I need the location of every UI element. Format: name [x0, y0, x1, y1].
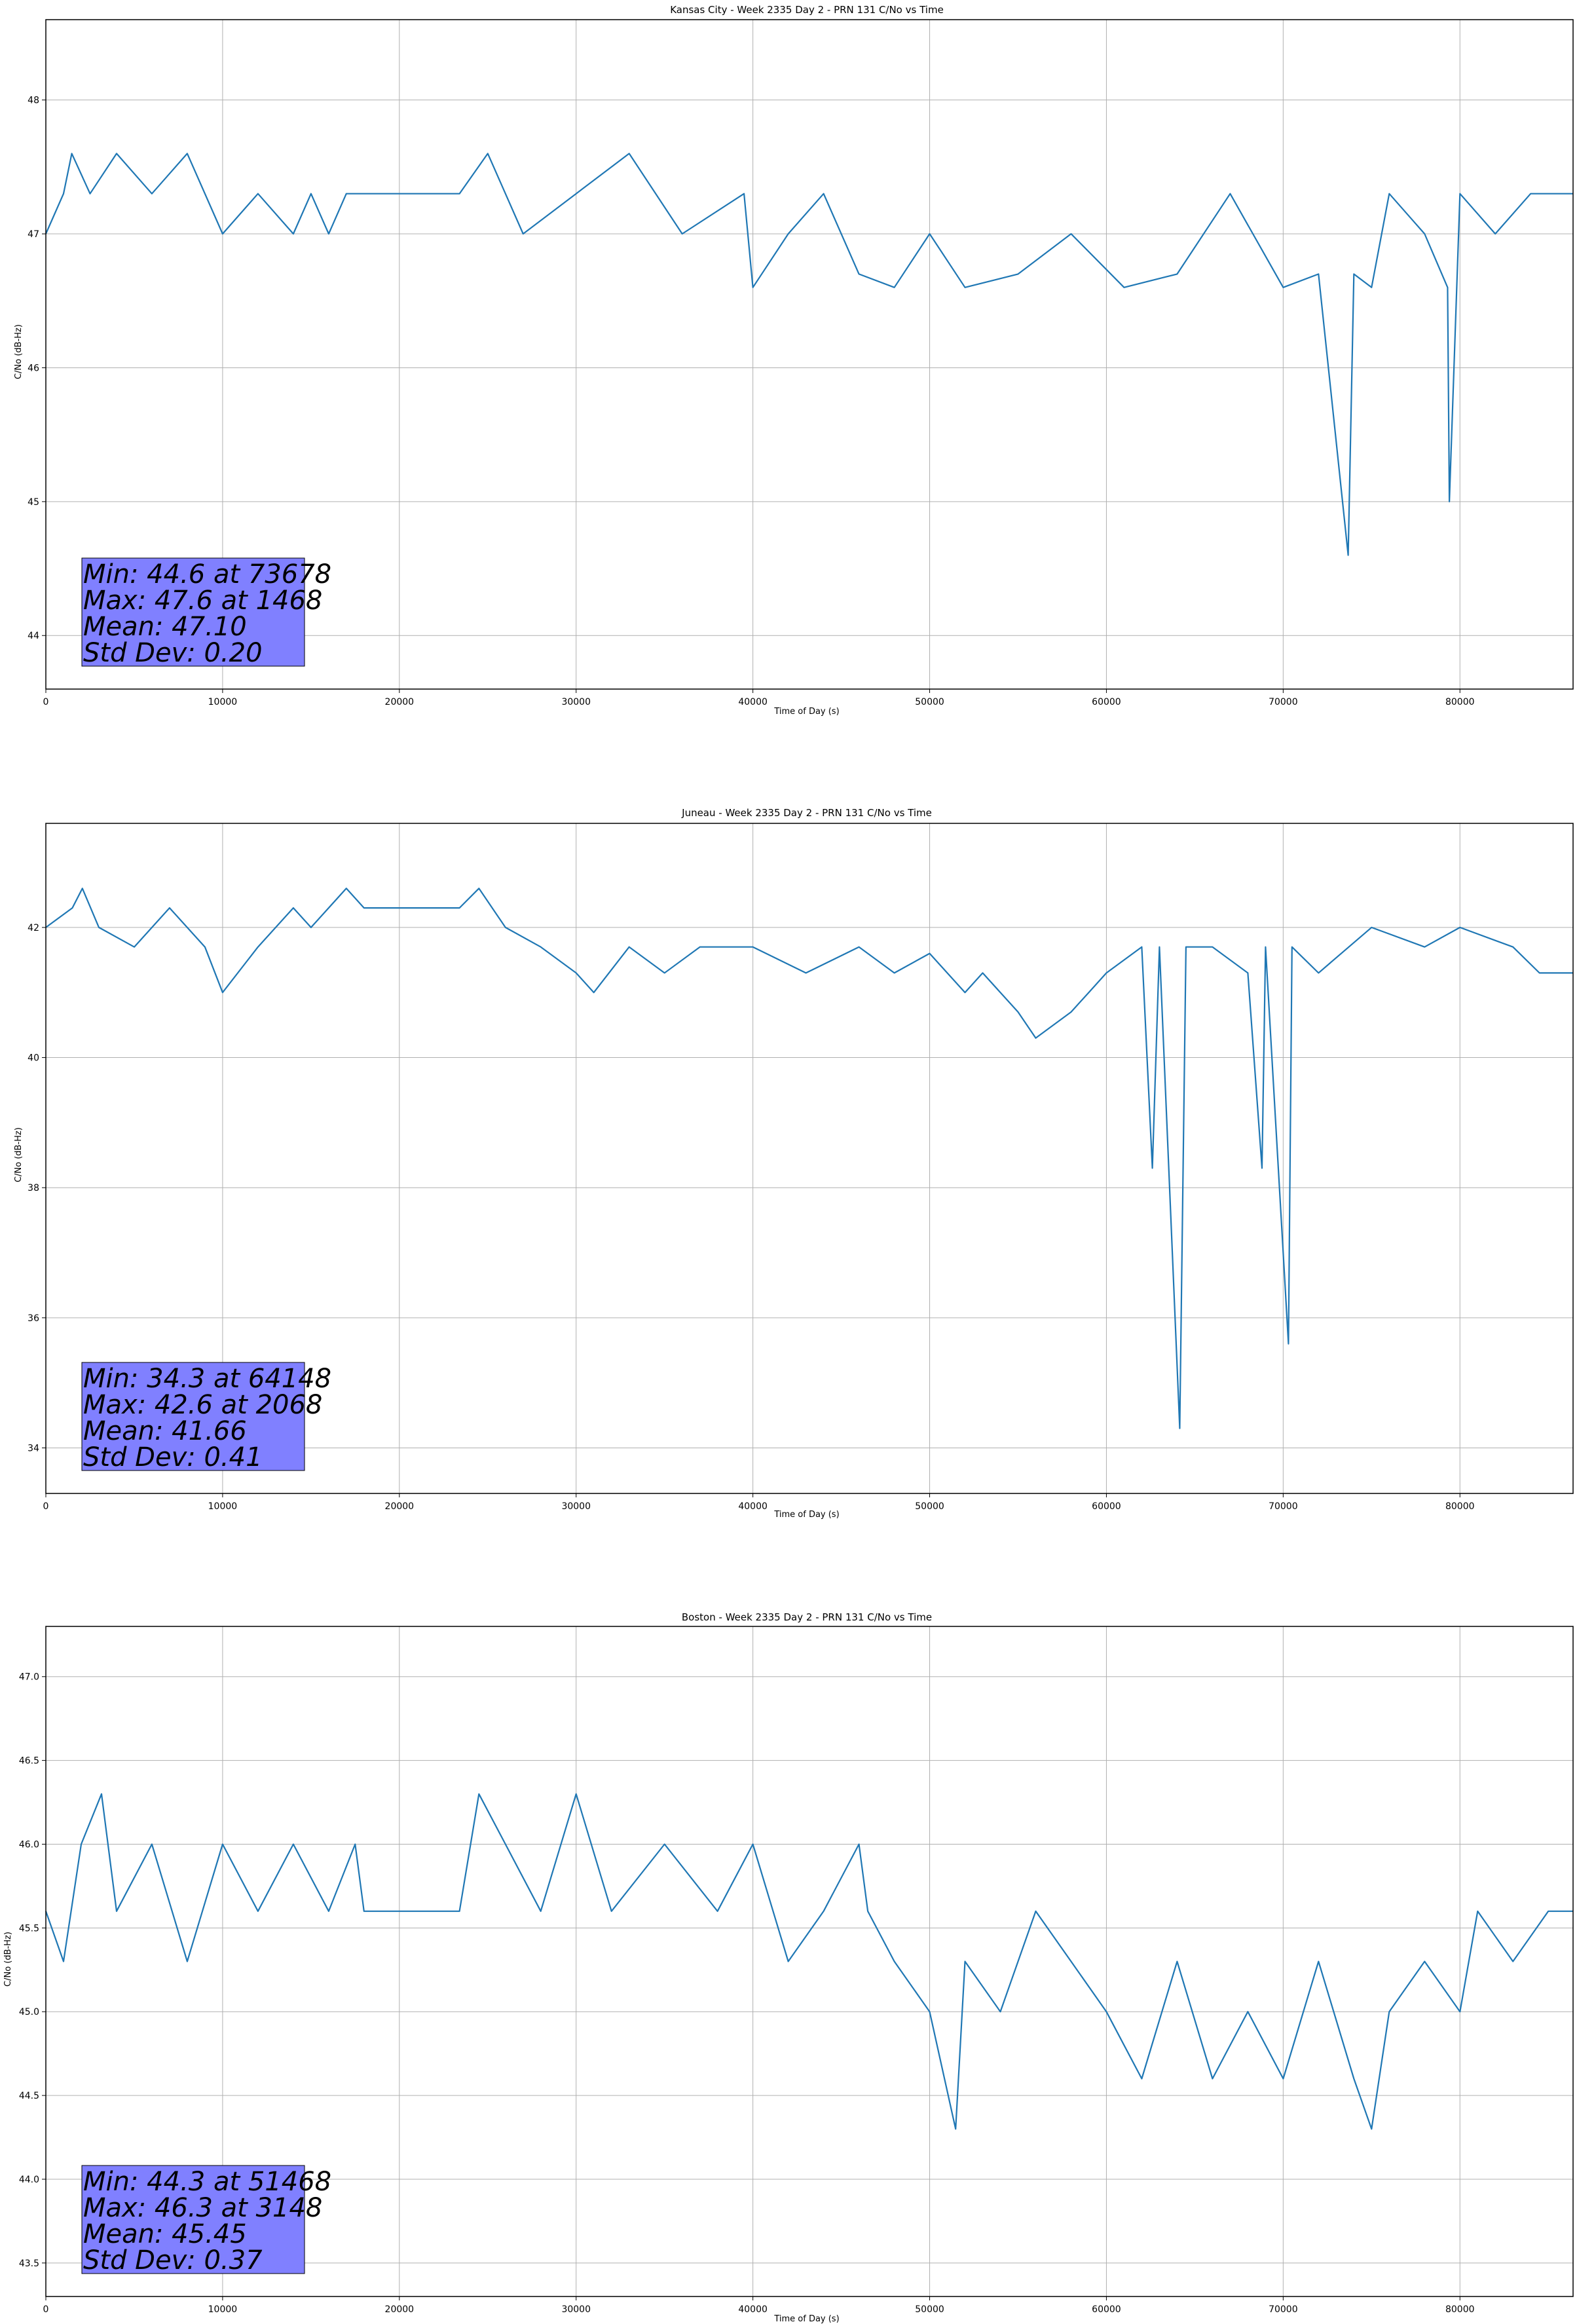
x-tick-label: 40000	[738, 1501, 768, 1512]
x-tick-label: 60000	[1092, 697, 1121, 707]
y-tick-label: 47.0	[19, 1672, 39, 1683]
x-tick-label: 70000	[1269, 1501, 1298, 1512]
stats-line: Mean: 47.10	[83, 612, 247, 642]
grid	[45, 823, 1573, 1493]
x-tick-label: 30000	[561, 2304, 591, 2315]
series-line	[45, 1793, 1573, 2130]
x-tick-label: 20000	[385, 697, 415, 707]
x-tick-label: 50000	[915, 1501, 944, 1512]
x-tick-label: 20000	[385, 1501, 415, 1512]
y-tick-label: 43.5	[19, 2258, 39, 2269]
y-tick-label: 45.5	[19, 1923, 39, 1934]
kansas-city-chart: Kansas City - Week 2335 Day 2 - PRN 131 …	[14, 4, 1574, 717]
stats-line: Max: 47.6 at 1468	[83, 586, 322, 616]
x-tick-label: 20000	[385, 2304, 415, 2315]
x-axis-label: Time of Day (s)	[773, 707, 839, 717]
x-tick-label: 70000	[1269, 697, 1298, 707]
y-tick-label: 45.0	[19, 2007, 39, 2017]
x-tick-label: 70000	[1269, 2304, 1298, 2315]
x-tick-label: 50000	[915, 2304, 944, 2315]
y-tick-label: 47	[28, 229, 39, 240]
x-tick-label: 60000	[1092, 1501, 1121, 1512]
y-tick-label: 40	[28, 1053, 39, 1064]
x-tick-label: 30000	[561, 697, 591, 707]
y-tick-label: 36	[28, 1313, 39, 1324]
x-tick-label: 0	[43, 697, 49, 707]
y-tick-label: 46.5	[19, 1756, 39, 1767]
stats-line: Min: 44.6 at 73678	[83, 559, 331, 590]
y-tick-label: 44	[28, 631, 39, 641]
y-tick-label: 44.5	[19, 2091, 39, 2101]
stats-box	[81, 2165, 305, 2274]
stats-box	[81, 557, 305, 667]
stats-line: Max: 42.6 at 2068	[83, 1390, 322, 1420]
x-tick-label: 50000	[915, 697, 944, 707]
x-tick-label: 80000	[1445, 1501, 1475, 1512]
x-tick-label: 0	[43, 2304, 49, 2315]
x-axis-label: Time of Day (s)	[773, 2314, 839, 2324]
x-tick-label: 60000	[1092, 2304, 1121, 2315]
stats-line: Mean: 45.45	[83, 2219, 247, 2249]
stats-line: Min: 44.3 at 51468	[83, 2167, 331, 2197]
x-tick-label: 40000	[738, 697, 768, 707]
x-tick-label: 10000	[208, 697, 238, 707]
series-line	[45, 153, 1573, 556]
x-tick-label: 80000	[1445, 697, 1475, 707]
plot-frame	[45, 823, 1574, 1494]
y-tick-label: 38	[28, 1183, 39, 1193]
x-tick-label: 40000	[738, 2304, 768, 2315]
y-tick-label: 46.0	[19, 1839, 39, 1850]
juneau-chart: Juneau - Week 2335 Day 2 - PRN 131 C/No …	[14, 807, 1574, 1520]
stats-line: Min: 34.3 at 64148	[83, 1364, 331, 1394]
x-tick-label: 0	[43, 1501, 49, 1512]
stats-line: Std Dev: 0.41	[83, 1442, 263, 1472]
y-tick-label: 48	[28, 96, 39, 106]
chart-title: Boston - Week 2335 Day 2 - PRN 131 C/No …	[682, 1611, 932, 1623]
stats-line: Std Dev: 0.37	[83, 2245, 263, 2276]
y-tick-label: 45	[28, 497, 39, 508]
stats-line: Std Dev: 0.20	[83, 638, 263, 668]
y-tick-label: 44.0	[19, 2175, 39, 2185]
x-tick-label: 80000	[1445, 2304, 1475, 2315]
x-tick-label: 10000	[208, 2304, 238, 2315]
chart-title: Juneau - Week 2335 Day 2 - PRN 131 C/No …	[681, 807, 932, 819]
series-line	[45, 888, 1573, 1429]
stats-box	[81, 1362, 305, 1471]
x-axis-label: Time of Day (s)	[773, 1510, 839, 1520]
y-tick-label: 34	[28, 1443, 39, 1453]
x-tick-label: 30000	[561, 1501, 591, 1512]
stats-line: Mean: 41.66	[83, 1416, 247, 1446]
boston-chart: Boston - Week 2335 Day 2 - PRN 131 C/No …	[3, 1611, 1574, 2324]
chart-title: Kansas City - Week 2335 Day 2 - PRN 131 …	[670, 4, 944, 16]
x-tick-label: 10000	[208, 1501, 238, 1512]
stats-line: Max: 46.3 at 3148	[83, 2193, 322, 2223]
plot-frame	[45, 1626, 1574, 2297]
y-axis-label: C/No (dB-Hz)	[14, 1127, 24, 1182]
plot-frame	[45, 19, 1574, 690]
y-axis-label: C/No (dB-Hz)	[3, 1932, 13, 1987]
y-tick-label: 46	[28, 363, 39, 373]
y-axis-label: C/No (dB-Hz)	[14, 324, 24, 379]
y-tick-label: 42	[28, 923, 39, 933]
